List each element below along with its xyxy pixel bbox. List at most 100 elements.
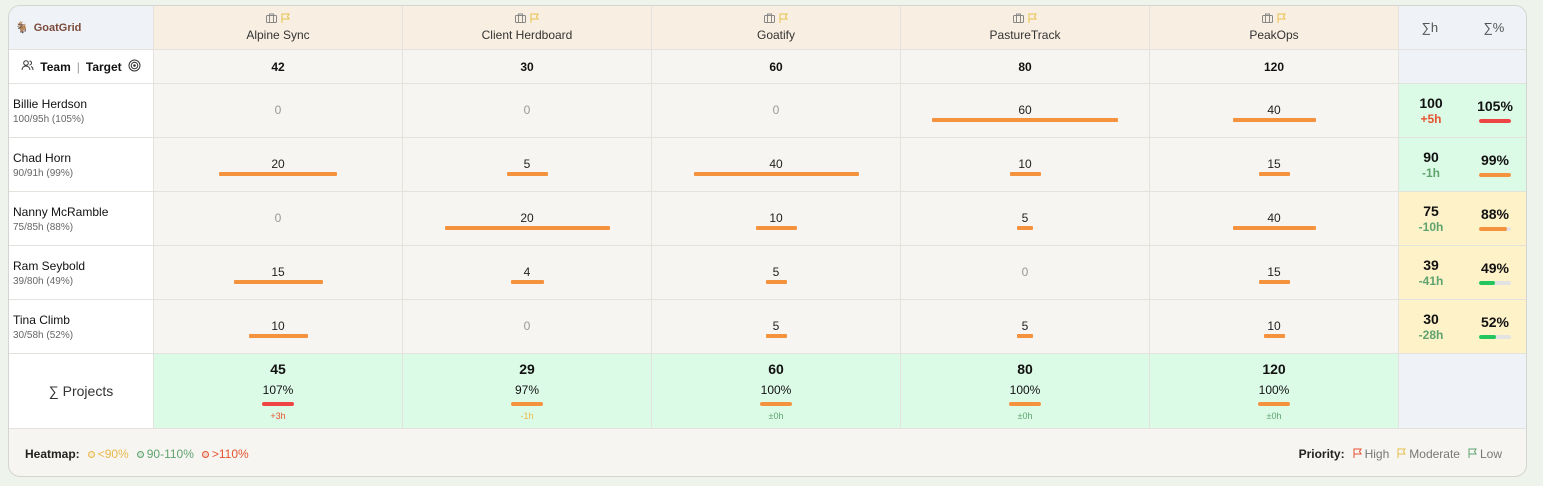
allocation-cell[interactable]: 20 bbox=[403, 192, 652, 246]
person-hours-total: 39 -41h bbox=[1399, 257, 1463, 288]
allocation-value[interactable]: 5 bbox=[772, 319, 780, 333]
allocation-cell[interactable]: 40 bbox=[652, 138, 901, 192]
project-icons bbox=[515, 13, 539, 26]
allocation-value[interactable]: 15 bbox=[1267, 265, 1281, 279]
allocation-cell[interactable]: 15 bbox=[1150, 138, 1399, 192]
allocation-value[interactable]: 15 bbox=[1267, 157, 1281, 171]
allocation-value[interactable]: 4 bbox=[523, 265, 531, 279]
allocation-bar bbox=[1263, 334, 1285, 338]
percent-bar-fill bbox=[1479, 281, 1495, 285]
allocation-cell[interactable]: 40 bbox=[1150, 84, 1399, 138]
person-cell[interactable]: Tina Climb 30/58h (52%) bbox=[9, 300, 154, 354]
heatmap-item-label: 90-110% bbox=[146, 446, 194, 461]
project-target[interactable]: 60 bbox=[652, 50, 901, 84]
priority-flag-icon bbox=[779, 13, 788, 26]
allocation-bar bbox=[248, 334, 308, 338]
person-cell[interactable]: Ram Seybold 39/80h (49%) bbox=[9, 246, 154, 300]
allocation-value[interactable]: 20 bbox=[520, 211, 534, 225]
allocation-value[interactable]: 20 bbox=[271, 157, 285, 171]
person-summary-cell: 90 -1h 99% bbox=[1399, 138, 1526, 192]
sum-percent-header: ∑% bbox=[1483, 20, 1505, 35]
project-target[interactable]: 120 bbox=[1150, 50, 1399, 84]
percent-bar-fill bbox=[1479, 173, 1511, 177]
allocation-value[interactable]: 10 bbox=[1018, 157, 1032, 171]
allocation-value[interactable]: 10 bbox=[271, 319, 285, 333]
project-total-cell: 80 100% ±0h bbox=[901, 354, 1150, 429]
allocation-cell[interactable]: 0 bbox=[652, 84, 901, 138]
allocation-value[interactable]: 0 bbox=[274, 211, 282, 225]
hours-total: 90 bbox=[1423, 149, 1439, 165]
allocation-cell[interactable]: 10 bbox=[1150, 300, 1399, 354]
allocation-value[interactable]: 5 bbox=[523, 157, 531, 171]
allocation-value[interactable]: 0 bbox=[274, 103, 282, 117]
allocation-value[interactable]: 40 bbox=[1267, 103, 1281, 117]
goatgrid-app: 🐐 GoatGrid Alpine Sync Client Herdboard Goat… bbox=[8, 5, 1527, 477]
project-target[interactable]: 30 bbox=[403, 50, 652, 84]
heatmap-item: 90-110% bbox=[136, 446, 194, 461]
allocation-value[interactable]: 5 bbox=[772, 265, 780, 279]
allocation-cell[interactable]: 60 bbox=[901, 84, 1150, 138]
allocation-cell[interactable]: 5 bbox=[901, 300, 1150, 354]
allocation-cell[interactable]: 5 bbox=[901, 192, 1150, 246]
allocation-cell[interactable]: 10 bbox=[154, 300, 403, 354]
project-header[interactable]: Goatify bbox=[652, 6, 901, 50]
allocation-cell[interactable]: 15 bbox=[1150, 246, 1399, 300]
allocation-value[interactable]: 5 bbox=[1021, 211, 1029, 225]
divider: | bbox=[76, 59, 80, 74]
allocation-cell[interactable]: 0 bbox=[403, 84, 652, 138]
project-name: PastureTrack bbox=[989, 28, 1061, 42]
allocation-value[interactable]: 60 bbox=[1018, 103, 1032, 117]
target-label[interactable]: Target bbox=[85, 59, 122, 74]
flag-icon bbox=[1353, 448, 1362, 461]
project-total-bar bbox=[1009, 402, 1041, 406]
person-cell[interactable]: Billie Herdson 100/95h (105%) bbox=[9, 84, 154, 138]
allocation-cell[interactable]: 4 bbox=[403, 246, 652, 300]
hours-total: 100 bbox=[1419, 95, 1443, 111]
project-header[interactable]: Alpine Sync bbox=[154, 6, 403, 50]
allocation-cell[interactable]: 10 bbox=[901, 138, 1150, 192]
project-header[interactable]: PastureTrack bbox=[901, 6, 1150, 50]
allocation-bar bbox=[693, 172, 859, 176]
allocation-cell[interactable]: 0 bbox=[154, 84, 403, 138]
allocation-cell[interactable]: 15 bbox=[154, 246, 403, 300]
allocation-cell[interactable]: 5 bbox=[403, 138, 652, 192]
allocation-value[interactable]: 10 bbox=[769, 211, 783, 225]
briefcase-icon bbox=[1013, 13, 1024, 26]
allocation-value[interactable]: 0 bbox=[772, 103, 780, 117]
legend-footer: Heatmap: <90% 90-110% >110% Priority: High… bbox=[9, 429, 1526, 476]
priority-flag-icon bbox=[1028, 13, 1037, 26]
project-total-delta: ±0h bbox=[768, 411, 784, 421]
allocation-value[interactable]: 40 bbox=[769, 157, 783, 171]
allocation-cell[interactable]: 0 bbox=[154, 192, 403, 246]
allocation-cell[interactable]: 0 bbox=[403, 300, 652, 354]
heatmap-dot-icon bbox=[87, 450, 95, 458]
allocation-value[interactable]: 5 bbox=[1021, 319, 1029, 333]
project-target[interactable]: 42 bbox=[154, 50, 403, 84]
project-header[interactable]: Client Herdboard bbox=[403, 6, 652, 50]
allocation-cell[interactable]: 40 bbox=[1150, 192, 1399, 246]
person-summary: 30/58h (52%) bbox=[13, 329, 74, 341]
person-name: Tina Climb bbox=[13, 312, 70, 327]
project-total-cell: 120 100% ±0h bbox=[1150, 354, 1399, 429]
project-target[interactable]: 80 bbox=[901, 50, 1150, 84]
allocation-bar bbox=[755, 226, 797, 230]
allocation-value[interactable]: 0 bbox=[1021, 265, 1029, 279]
allocation-value[interactable]: 15 bbox=[271, 265, 285, 279]
project-name: Goatify bbox=[756, 28, 795, 42]
allocation-cell[interactable]: 0 bbox=[901, 246, 1150, 300]
project-total-delta: -1h bbox=[520, 411, 534, 421]
project-header[interactable]: PeakOps bbox=[1150, 6, 1399, 50]
allocation-value[interactable]: 40 bbox=[1267, 211, 1281, 225]
person-cell[interactable]: Nanny McRamble 75/85h (88%) bbox=[9, 192, 154, 246]
team-label[interactable]: Team bbox=[40, 59, 71, 74]
allocation-cell[interactable]: 20 bbox=[154, 138, 403, 192]
allocation-cell[interactable]: 10 bbox=[652, 192, 901, 246]
person-cell[interactable]: Chad Horn 90/91h (99%) bbox=[9, 138, 154, 192]
allocation-value[interactable]: 10 bbox=[1267, 319, 1281, 333]
allocation-cell[interactable]: 5 bbox=[652, 246, 901, 300]
allocation-value[interactable]: 0 bbox=[523, 319, 531, 333]
allocation-cell[interactable]: 5 bbox=[652, 300, 901, 354]
project-total-percent: 97% bbox=[514, 383, 540, 397]
heatmap-items: <90% 90-110% >110% bbox=[87, 446, 257, 461]
allocation-value[interactable]: 0 bbox=[523, 103, 531, 117]
